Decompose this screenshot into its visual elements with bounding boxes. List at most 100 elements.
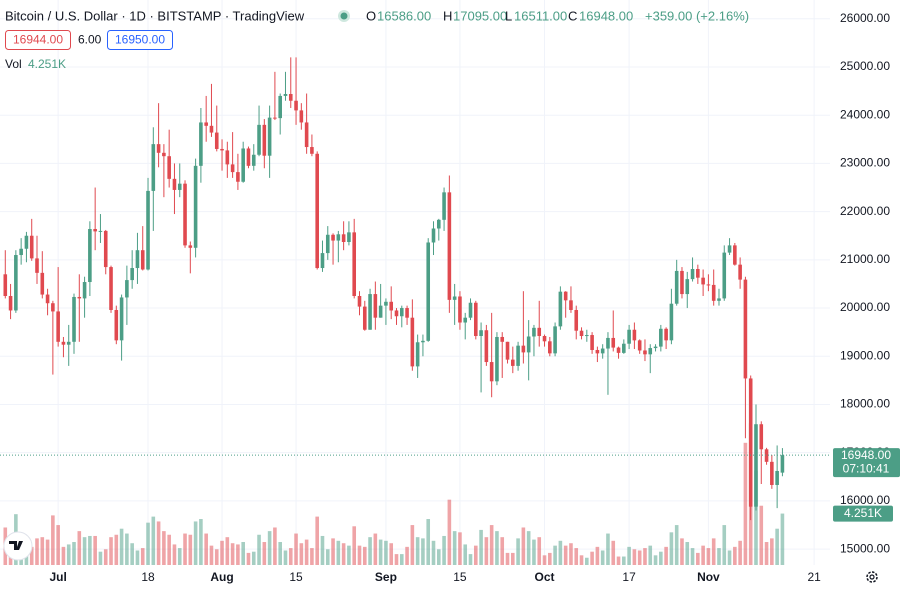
candle-body (336, 234, 341, 241)
volume-value: 4.251K (28, 57, 66, 71)
candle-body (722, 252, 727, 299)
candle-body (585, 335, 589, 337)
volume-bar (88, 535, 92, 565)
volume-bar (341, 543, 346, 565)
candle-body (45, 294, 50, 304)
candle-body (273, 117, 277, 119)
volume-bar (278, 542, 282, 565)
volume-bar (125, 533, 129, 565)
volume-bar (674, 525, 679, 565)
buy-box[interactable] (107, 30, 173, 50)
volume-bar (526, 531, 531, 565)
candle-body (780, 455, 785, 473)
volume-bar (35, 538, 39, 565)
candle-body (310, 147, 314, 154)
candle-body (590, 335, 594, 350)
candle-body (505, 341, 510, 360)
x-tick-label: Jul (49, 570, 66, 584)
candle-body (526, 336, 531, 353)
volume-bar (421, 538, 425, 565)
candle-body (225, 150, 230, 165)
settings-icon[interactable] (866, 571, 878, 583)
volume-bar (436, 549, 441, 565)
candle-body (251, 154, 256, 166)
volume-bar (273, 527, 277, 565)
candle-layer (3, 57, 785, 521)
candle-body (288, 94, 293, 101)
volume-bar (209, 545, 214, 565)
candle-body (236, 172, 240, 182)
volume-bar (98, 551, 103, 565)
volume-bar (236, 544, 240, 565)
candle-body (193, 165, 198, 248)
x-tick-label: 15 (453, 570, 467, 584)
candle-body (66, 341, 71, 345)
volume-bar (56, 525, 60, 565)
x-tick-label: 17 (622, 570, 636, 584)
candle-body (267, 117, 272, 156)
ohlc-name: H (443, 8, 452, 23)
volume-bar (410, 525, 415, 565)
volume-bar (61, 546, 66, 565)
candle-body (183, 183, 187, 246)
volume-bar (267, 531, 272, 565)
volume-bar (199, 519, 203, 565)
candle-body (706, 284, 711, 286)
volume-bar (759, 505, 764, 565)
candle-body (167, 156, 171, 179)
volume-bar (167, 534, 171, 565)
candle-body (88, 228, 92, 283)
x-tick-label: 15 (289, 570, 303, 584)
volume-bar (627, 546, 631, 565)
tradingview-logo[interactable] (3, 531, 33, 561)
ohlc-value: 16948.00 (579, 8, 633, 23)
volume-bar (489, 525, 494, 565)
volume-bar (304, 539, 309, 565)
candle-body (458, 296, 462, 323)
volume-bar (394, 554, 399, 565)
candle-body (669, 303, 674, 341)
candle-body (611, 337, 616, 348)
volume-bar (299, 543, 304, 565)
candle-body (421, 340, 425, 343)
volume-bar (659, 551, 663, 565)
volume-bar (415, 537, 420, 565)
candle-body (399, 308, 404, 317)
ask[interactable]: 16950.00 (115, 33, 165, 47)
candle-body (283, 94, 288, 96)
sell-box[interactable] (5, 30, 71, 50)
candle-body (415, 342, 420, 367)
candle-body (8, 295, 13, 311)
candle-body (130, 268, 134, 281)
volume-bar (378, 539, 383, 565)
candle-body (199, 122, 203, 166)
volume-bar (500, 537, 505, 565)
volume-bar (706, 548, 711, 565)
volume-bar (325, 549, 330, 565)
volume-bar (347, 545, 351, 565)
ohlc-name: L (505, 8, 512, 23)
volume-bar (511, 552, 515, 565)
candle-body (727, 245, 732, 253)
candle-body (717, 298, 721, 301)
candle-body (146, 190, 150, 270)
volume-bar (151, 516, 156, 565)
volume-bar (738, 540, 742, 565)
volume-bar (405, 546, 409, 565)
candle-body (209, 125, 214, 133)
last-price-label: 16948.00 (841, 448, 891, 462)
volume-bar (368, 537, 372, 565)
volume-bar (140, 548, 145, 565)
volume-layer (3, 423, 785, 565)
candle-body (733, 245, 737, 265)
volume-bar (373, 533, 378, 565)
volume-bar (637, 550, 642, 565)
bid[interactable]: 16944.00 (13, 33, 63, 47)
candle-body (637, 340, 642, 351)
candle-body (98, 230, 103, 232)
candle-body (690, 269, 695, 280)
volume-bar (754, 470, 758, 565)
volume-bar (146, 522, 150, 565)
volume-bar (532, 539, 536, 565)
